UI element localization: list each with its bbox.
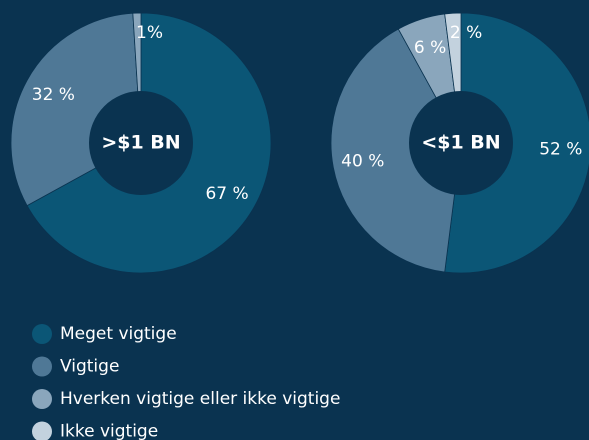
center-label: <$1 BN xyxy=(421,132,500,154)
legend-swatch xyxy=(32,324,52,344)
value-label: 32 % xyxy=(32,85,75,105)
donut-hole xyxy=(409,91,513,195)
center-label: >$1 BN xyxy=(101,132,180,154)
legend-label: Ikke vigtige xyxy=(60,422,158,440)
legend-label: Vigtige xyxy=(60,357,119,377)
donut-hole xyxy=(89,91,193,195)
legend-swatch xyxy=(32,356,52,377)
value-label: 52 % xyxy=(539,139,582,159)
legend-swatch xyxy=(32,421,52,440)
pie-slice xyxy=(444,12,589,274)
value-label: 67 % xyxy=(205,184,248,204)
legend-swatch xyxy=(32,389,52,409)
value-label: 1% xyxy=(136,23,163,43)
legend-label: Hverken vigtige eller ikke vigtige xyxy=(60,389,340,409)
value-label: 6 % xyxy=(414,38,446,58)
legend-label: Meget vigtige xyxy=(60,324,177,344)
pie-slice xyxy=(330,28,462,273)
value-label: 40 % xyxy=(341,152,384,172)
value-label: 2 % xyxy=(450,23,482,43)
